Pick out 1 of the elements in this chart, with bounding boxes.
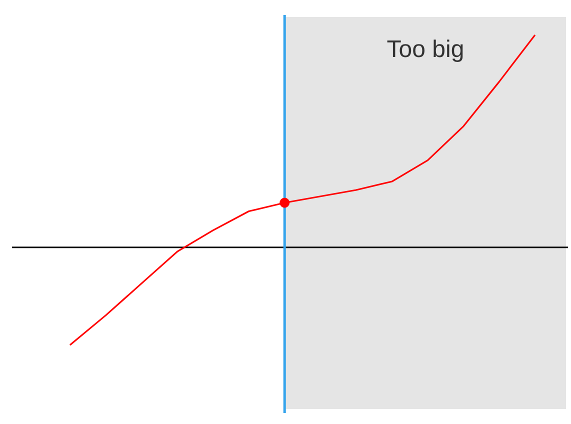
- annotation: Too big: [386, 36, 464, 63]
